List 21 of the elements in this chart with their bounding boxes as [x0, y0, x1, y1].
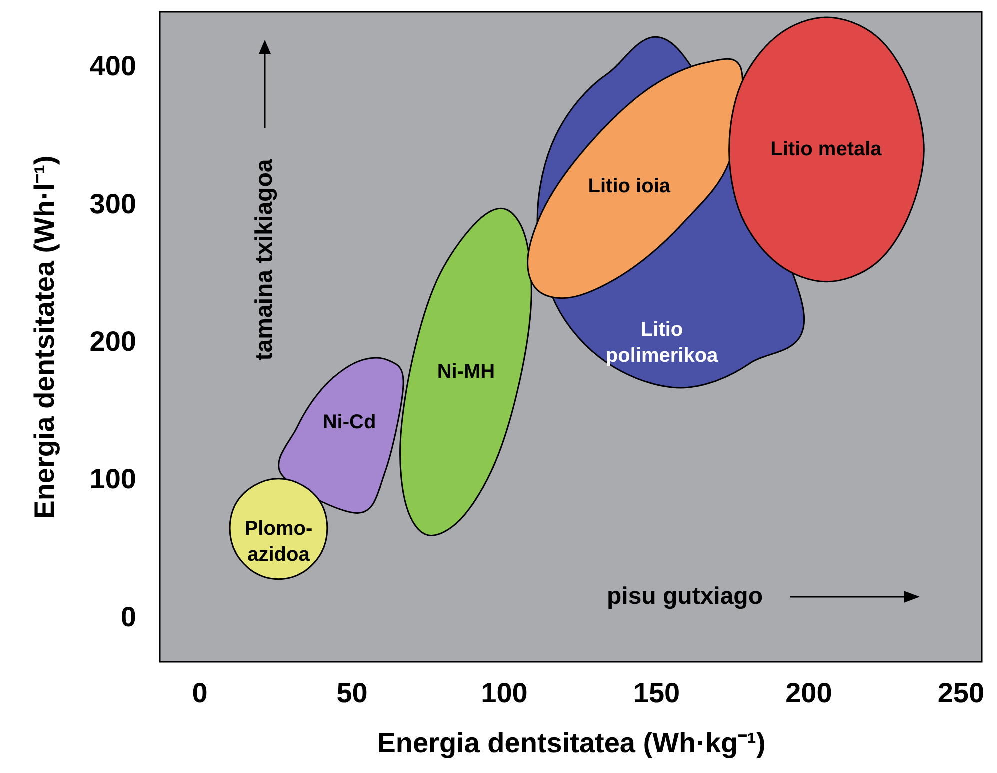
y-tick-label: 0 [120, 601, 136, 632]
series-label: Ni-Cd [322, 412, 376, 434]
x-tick-label: 200 [786, 678, 832, 708]
series-label: Litio ioia [588, 176, 672, 198]
y-tick-label: 300 [90, 188, 136, 220]
x-axis-title: Energia dentsitatea (Wh·kg⁻¹) [377, 728, 766, 758]
y-tick-label: 100 [90, 464, 136, 495]
annotation: pisu gutxiago [607, 583, 763, 610]
y-tick-label: 200 [90, 326, 136, 358]
y-axis-title: Energia dentsitatea (Wh·l⁻¹) [28, 156, 60, 520]
series-label: Litio metala [770, 138, 883, 161]
x-tick-label: 50 [336, 678, 368, 708]
series-label: Plomo-azidoa [244, 518, 313, 566]
series-label: Ni-MH [437, 360, 496, 383]
series-label: Litio polimerikoa [606, 318, 720, 367]
x-tick-label: 100 [481, 678, 528, 708]
x-tick-label: 150 [633, 678, 680, 708]
x-tick-label: 0 [192, 678, 208, 708]
annotation: tamaina txikiagoa [251, 158, 278, 361]
y-tick-label: 400 [90, 50, 136, 82]
x-tick-label: 250 [938, 678, 985, 708]
